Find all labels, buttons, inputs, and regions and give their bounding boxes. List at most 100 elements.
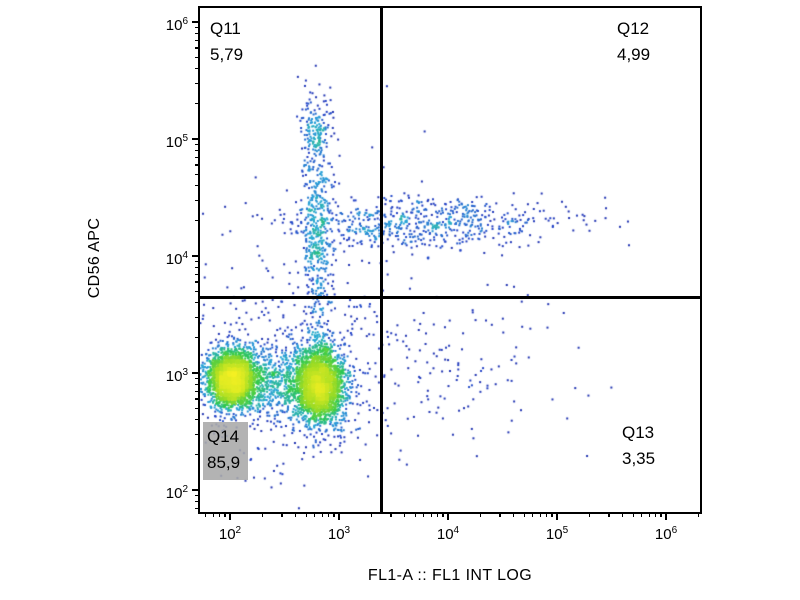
x-axis-minor-tick	[589, 512, 591, 517]
x-axis-minor-tick	[698, 512, 700, 517]
y-axis-minor-tick	[195, 398, 200, 400]
x-axis-minor-tick	[314, 512, 316, 517]
x-axis-minor-tick	[262, 512, 264, 517]
x-axis-minor-tick	[442, 512, 444, 517]
y-axis-minor-tick	[195, 143, 200, 145]
y-axis-major-tick	[192, 21, 200, 23]
y-axis-tick-label: 104	[165, 250, 188, 268]
x-axis-major-tick	[447, 512, 449, 520]
y-axis-minor-tick	[195, 301, 200, 304]
y-axis-major-tick	[192, 372, 200, 374]
x-axis-minor-tick	[414, 512, 416, 517]
y-axis-minor-tick	[195, 149, 200, 151]
y-axis-minor-tick	[195, 103, 200, 105]
y-axis-minor-tick	[195, 290, 200, 292]
x-axis-tick-label: 105	[545, 525, 569, 543]
y-axis-minor-tick	[195, 407, 200, 409]
y-axis-tick-label: 103	[165, 367, 188, 385]
x-axis-minor-tick	[480, 512, 482, 517]
quadrant-gate-horizontal-line[interactable]	[200, 296, 700, 300]
y-axis-minor-tick	[195, 173, 200, 175]
x-axis-minor-tick	[205, 512, 207, 517]
scatter-density-canvas	[200, 8, 700, 512]
plot-area: Q11 5,79 Q12 4,99 Q13 3,35 Q14 85,9	[198, 6, 702, 514]
x-axis-minor-tick	[436, 512, 439, 517]
y-axis-minor-tick	[195, 56, 200, 58]
y-axis-minor-tick	[195, 156, 200, 158]
y-axis-minor-tick	[195, 184, 200, 187]
y-axis-minor-tick	[195, 82, 200, 84]
x-axis-minor-tick	[632, 512, 634, 517]
y-axis-minor-tick	[195, 316, 200, 318]
quadrant-q13-percent: 3,35	[622, 449, 656, 468]
x-axis-minor-tick	[390, 512, 392, 517]
quadrant-gate-vertical-line[interactable]	[380, 8, 384, 512]
y-axis-minor-tick	[195, 260, 200, 262]
x-axis-tick-label: 102	[218, 525, 242, 543]
x-axis-minor-tick	[608, 512, 610, 517]
x-axis-minor-tick	[641, 512, 643, 517]
x-axis-minor-tick	[224, 512, 226, 517]
y-axis-minor-tick	[195, 32, 200, 34]
x-axis-title: FL1-A :: FL1 INT LOG	[367, 567, 533, 584]
y-axis-minor-tick	[195, 164, 200, 166]
x-axis-minor-tick	[295, 512, 297, 517]
y-axis-minor-tick	[195, 281, 200, 283]
quadrant-q14-percent: 85,9	[207, 453, 241, 472]
x-axis-minor-tick	[648, 512, 650, 517]
quadrant-q12-name: Q12	[617, 19, 650, 38]
quadrant-label-q11: Q11 5,79	[210, 16, 243, 68]
y-axis-minor-tick	[195, 26, 200, 28]
y-axis-minor-tick	[195, 39, 200, 41]
x-axis-minor-tick	[430, 512, 432, 517]
quadrant-label-q14: Q14 85,9	[203, 422, 249, 480]
y-axis-minor-tick	[195, 337, 200, 339]
x-axis-minor-tick	[622, 512, 624, 517]
x-axis-minor-tick	[305, 512, 307, 517]
quadrant-q14-name: Q14	[207, 427, 240, 446]
quadrant-q11-percent: 5,79	[210, 45, 244, 64]
x-axis-minor-tick	[551, 512, 553, 517]
x-axis-minor-tick	[545, 512, 548, 517]
y-axis-minor-tick	[195, 266, 200, 268]
y-axis-major-tick	[192, 255, 200, 257]
x-axis-major-tick	[556, 512, 558, 520]
x-axis-major-tick	[338, 512, 340, 520]
x-axis-minor-tick	[513, 512, 515, 517]
x-axis-minor-tick	[654, 512, 657, 517]
y-axis-minor-tick	[195, 433, 200, 435]
y-axis-tick-label: 105	[165, 133, 188, 151]
x-axis-tick-label: 106	[654, 525, 678, 543]
y-axis-minor-tick	[195, 454, 200, 456]
quadrant-q13-name: Q13	[622, 423, 655, 442]
y-axis-minor-tick	[195, 220, 200, 222]
x-axis-minor-tick	[333, 512, 335, 517]
x-axis-tick-label: 103	[327, 525, 351, 543]
x-axis-minor-tick	[423, 512, 425, 517]
x-axis-minor-tick	[212, 512, 214, 517]
y-axis-major-tick	[192, 489, 200, 491]
quadrant-q12-percent: 4,99	[617, 45, 651, 64]
x-axis-minor-tick	[539, 512, 541, 517]
x-axis-minor-tick	[404, 512, 406, 517]
x-axis-minor-tick	[660, 512, 662, 517]
y-axis-minor-tick	[195, 47, 200, 49]
x-axis-minor-tick	[281, 512, 283, 517]
x-axis-minor-tick	[321, 512, 323, 517]
y-axis-title: CD56 APC	[86, 217, 103, 299]
y-axis-minor-tick	[195, 390, 200, 392]
y-axis-tick-label: 102	[165, 484, 188, 502]
y-axis-minor-tick	[195, 500, 200, 502]
y-axis-minor-tick	[195, 377, 200, 379]
x-axis-minor-tick	[218, 512, 221, 517]
y-axis-minor-tick	[195, 507, 200, 509]
y-axis-major-tick	[192, 138, 200, 140]
quadrant-label-q12: Q12 4,99	[617, 16, 650, 68]
quadrant-q11-name: Q11	[210, 19, 241, 38]
x-axis-major-tick	[665, 512, 667, 520]
y-axis-minor-tick	[195, 494, 200, 496]
x-axis-tick-label: 104	[436, 525, 460, 543]
x-axis-minor-tick	[327, 512, 330, 517]
quadrant-label-q13: Q13 3,35	[622, 420, 655, 472]
